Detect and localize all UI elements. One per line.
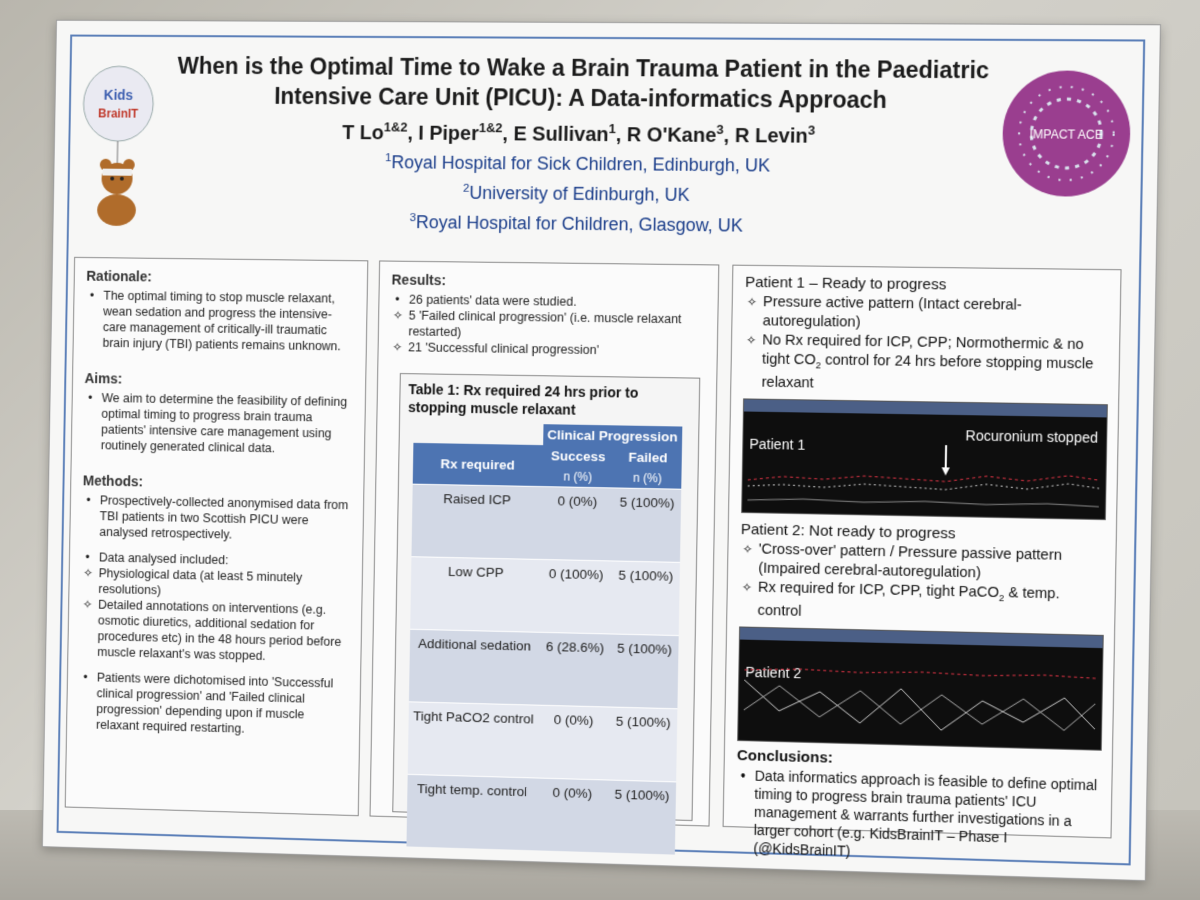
results-table: Clinical Progression Rx required Success… — [406, 422, 682, 855]
table-title: Table 1: Rx required 24 hrs prior to sto… — [408, 380, 691, 421]
patient2-trace — [738, 639, 1102, 747]
methods-text-3: Patients were dichotomised into 'Success… — [96, 670, 348, 740]
table-header-success: Success — [542, 445, 614, 467]
patient1-point-b: No Rx required for ICP, CPP; Normothermi… — [761, 331, 1107, 398]
poster: Kids BrainIT IMPACT ACE When is the Opti… — [42, 20, 1161, 881]
logo-kids-text: Kids — [104, 87, 134, 103]
poster-header: When is the Optimal Time to Wake a Brain… — [169, 51, 994, 241]
patient2-point-b: Rx required for ICP, CPP, tight PaCO2 & … — [757, 579, 1102, 629]
table-unit: n (%) — [613, 467, 681, 489]
rationale-heading: Rationale: — [86, 268, 355, 287]
aims-heading: Aims: — [84, 370, 353, 390]
table-header-rx: Rx required — [413, 443, 543, 487]
methods-text-2b: Detailed annotations on interventions (e… — [97, 597, 349, 666]
middle-column: Results: 26 patients' data were studied.… — [370, 260, 720, 826]
results-table-box: Table 1: Rx required 24 hrs prior to sto… — [392, 373, 700, 821]
conclusions-text: Data informatics approach is feasible to… — [753, 766, 1099, 867]
table-row: Additional sedation 6 (28.6%) 5 (100%) — [409, 629, 679, 709]
table-row: Tight PaCO2 control 0 (0%) 5 (100%) — [408, 702, 678, 782]
table-row: Tight temp. control 0 (0%) 5 (100%) — [406, 774, 676, 854]
author: E Sullivan — [513, 123, 609, 146]
results-heading: Results: — [391, 272, 706, 292]
patient1-graph: Patient 1 Rocuronium stopped — [741, 398, 1108, 520]
rationale-text: The optimal timing to stop muscle relaxa… — [102, 288, 355, 355]
patient2-graph: Patient 2 — [737, 626, 1104, 750]
aims-text: We aim to determine the feasibility of d… — [101, 390, 353, 458]
methods-text-1: Prospectively-collected anonymised data … — [99, 492, 351, 544]
table-row: Low CPP 0 (100%) 5 (100%) — [410, 557, 680, 636]
patient1-point-a: Pressure active pattern (Intact cerebral… — [762, 293, 1107, 336]
results-text-3: 21 'Successful clinical progression' — [408, 339, 705, 359]
impact-ace-logo: IMPACT ACE — [998, 67, 1134, 200]
table-group-header: Clinical Progression — [543, 424, 683, 447]
author: R Levin — [735, 125, 808, 148]
patient1-trace — [742, 411, 1106, 517]
author: R O'Kane — [627, 124, 717, 147]
logo-brainit-text: BrainIT — [98, 106, 139, 120]
table-row: Raised ICP 0 (0%) 5 (100%) — [411, 484, 681, 562]
kidsbrainit-logo: Kids BrainIT — [73, 62, 163, 230]
results-text-2: 5 'Failed clinical progression' (i.e. mu… — [408, 308, 705, 344]
poster-title: When is the Optimal Time to Wake a Brain… — [172, 51, 995, 116]
left-column: Rationale: The optimal timing to stop mu… — [65, 257, 369, 816]
table-unit: n (%) — [542, 466, 614, 488]
methods-heading: Methods: — [83, 472, 352, 493]
author: I Piper — [418, 122, 479, 144]
title-line-2: Intensive Care Unit (PICU): A Data-infor… — [172, 80, 995, 115]
right-column: Patient 1 – Ready to progress Pressure a… — [723, 265, 1122, 839]
table-header-failed: Failed — [614, 446, 682, 468]
patient1-heading: Patient 1 – Ready to progress — [745, 274, 1108, 296]
impact-ace-text: IMPACT ACE — [1029, 127, 1103, 142]
author: T Lo — [342, 122, 384, 144]
